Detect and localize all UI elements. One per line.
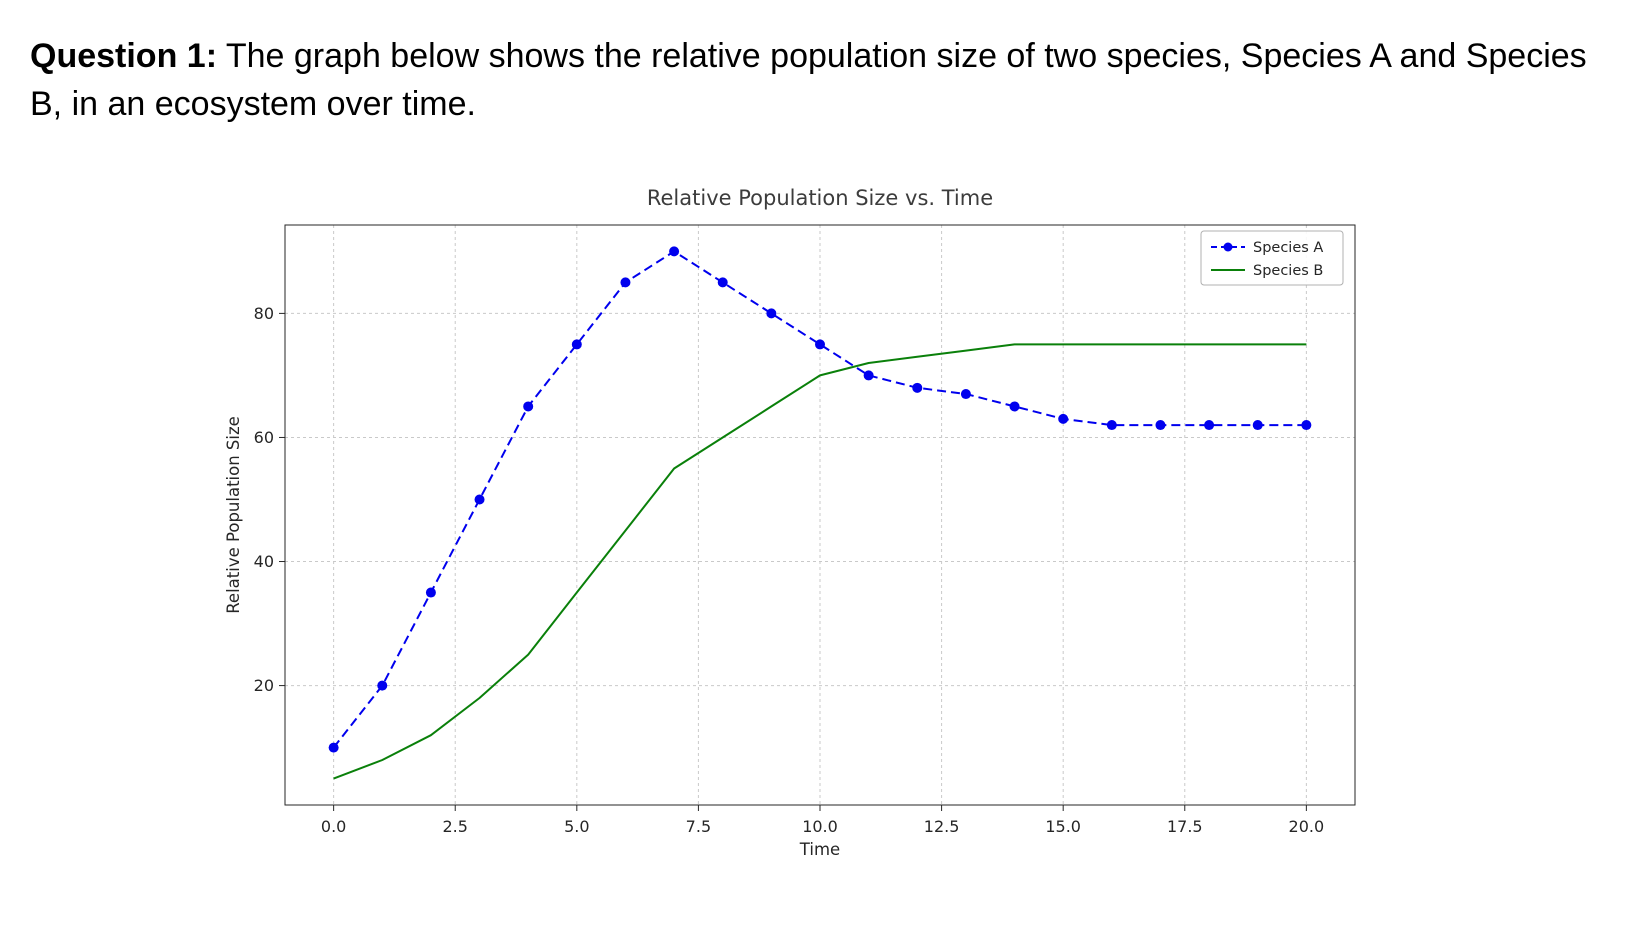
x-tick-label: 7.5 [686,817,711,836]
legend-label-species-b: Species B [1253,263,1323,279]
y-tick-label: 20 [254,676,274,695]
y-axis-label: Relative Population Size [225,416,243,614]
x-tick-label: 0.0 [321,817,346,836]
x-axis-label: Time [799,840,840,859]
series-marker-species-a [571,339,582,350]
y-tick-label: 40 [254,552,274,571]
series-marker-species-a [960,389,971,400]
series-marker-species-a [912,382,923,393]
series-line-species-a [332,250,1307,749]
series-marker-species-a [377,680,388,691]
legend-label-species-a: Species A [1253,240,1323,256]
x-tick-label: 20.0 [1289,817,1325,836]
x-tick-label: 15.0 [1045,817,1081,836]
series-marker-species-a [669,246,680,257]
series-marker-species-a [1106,420,1117,431]
x-tick-label: 12.5 [924,817,960,836]
series-marker-species-a [863,370,874,381]
x-tick-label: 2.5 [443,817,468,836]
x-tick-label: 10.0 [802,817,838,836]
series-marker-species-a [425,587,436,598]
series-marker-species-a [328,742,339,753]
population-chart: 0.0 2.5 5.0 7.5 10.0 12.5 15.0 17.5 20.0 20 40 60 80… [225,175,1405,875]
question-body: The graph below shows the relative popul… [30,37,1587,124]
series-marker-species-a [717,277,728,288]
x-tick-label: 5.0 [564,817,589,836]
series-marker-species-a [1009,401,1020,412]
question-label: Question 1: [30,37,218,75]
x-tick-label: 17.5 [1167,817,1203,836]
series-marker-species-a [1252,420,1263,431]
question-text: Question 1: The graph below shows the re… [30,32,1590,129]
population-chart-svg: 0.0 2.5 5.0 7.5 10.0 12.5 15.0 17.5 20.0 20 40 60 80… [225,186,1356,859]
y-tick-label: 80 [254,304,274,323]
chart-title: Relative Population Size vs. Time [647,186,993,210]
series-marker-species-a [1155,420,1166,431]
legend-box [1200,230,1344,286]
series-marker-species-a [620,277,631,288]
series-marker-species-a [815,339,825,350]
series-marker-species-a [474,494,485,505]
series-marker-species-a [1301,420,1312,431]
series-marker-species-a [1058,413,1069,424]
series-marker-species-a [523,401,534,412]
series-marker-species-a [1204,420,1215,431]
legend-marker-species-a [1223,242,1233,252]
y-tick-label: 60 [254,428,274,447]
series-line-species-b [333,343,1307,780]
series-marker-species-a [766,308,777,319]
